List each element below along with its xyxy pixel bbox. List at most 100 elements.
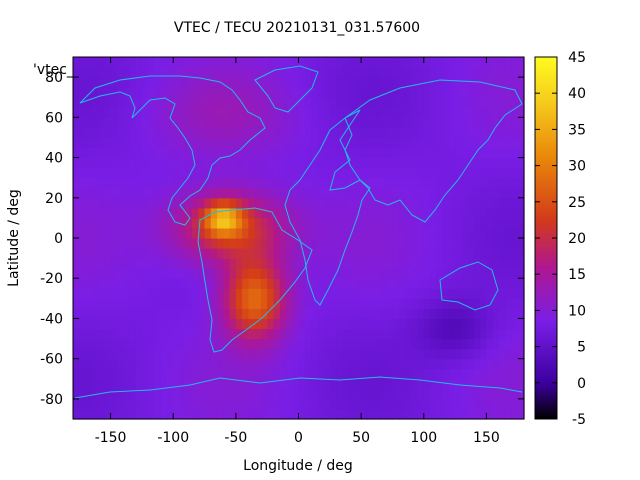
heatmap-cell	[98, 197, 105, 209]
heatmap-cell	[411, 57, 419, 68]
heatmap-cell	[417, 187, 425, 199]
heatmap-cell	[123, 278, 130, 289]
heatmap-cell	[123, 77, 130, 88]
heatmap-cell	[486, 378, 494, 390]
heatmap-cell	[461, 408, 469, 420]
heatmap-cell	[279, 398, 287, 410]
heatmap-cell	[455, 268, 462, 279]
heatmap-cell	[229, 217, 237, 229]
heatmap-cell	[317, 368, 325, 380]
heatmap-cell	[154, 177, 162, 189]
heatmap-cell	[298, 107, 306, 118]
heatmap-cell	[411, 147, 419, 159]
heatmap-cell	[517, 308, 525, 320]
heatmap-cell	[204, 107, 212, 118]
heatmap-cell	[185, 187, 193, 199]
heatmap-cell	[235, 328, 243, 340]
heatmap-cell	[455, 217, 462, 229]
chart-title: VTEC / TECU 20210131_031.57600	[174, 20, 420, 36]
heatmap-cell	[517, 217, 525, 229]
heatmap-cell	[480, 127, 488, 139]
heatmap-cell	[154, 398, 162, 410]
heatmap-cell	[267, 167, 275, 179]
heatmap-cell	[498, 87, 506, 98]
heatmap-cell	[123, 117, 130, 128]
heatmap-cell	[85, 238, 93, 249]
heatmap-cell	[98, 217, 105, 229]
heatmap-cell	[486, 238, 494, 249]
heatmap-cell	[505, 147, 513, 159]
heatmap-cell	[229, 127, 237, 139]
heatmap-cell	[423, 127, 431, 139]
heatmap-cell	[342, 238, 350, 249]
heatmap-cell	[373, 408, 381, 420]
heatmap-cell	[461, 87, 469, 98]
heatmap-cell	[442, 388, 450, 400]
heatmap-cell	[204, 137, 212, 149]
heatmap-cell	[148, 67, 156, 78]
heatmap-cell	[511, 77, 519, 88]
heatmap-cell	[511, 358, 519, 370]
heatmap-cell	[204, 87, 212, 98]
heatmap-cell	[279, 57, 287, 68]
heatmap-cell	[311, 187, 318, 199]
heatmap-cell	[235, 57, 243, 68]
heatmap-cell	[273, 348, 281, 360]
heatmap-cell	[123, 358, 130, 370]
heatmap-cell	[79, 127, 87, 139]
heatmap-cell	[373, 258, 381, 269]
heatmap-cell	[448, 77, 456, 88]
heatmap-cell	[317, 268, 325, 279]
heatmap-cell	[367, 318, 375, 330]
heatmap-cell	[436, 278, 444, 289]
heatmap-cell	[273, 288, 281, 299]
heatmap-cell	[254, 177, 262, 189]
heatmap-cell	[285, 238, 293, 249]
heatmap-cell	[342, 97, 350, 108]
heatmap-cell	[511, 288, 519, 299]
heatmap-cell	[285, 298, 293, 309]
heatmap-cell	[73, 388, 80, 400]
heatmap-cell	[411, 97, 419, 108]
heatmap-cell	[229, 278, 237, 289]
heatmap-cell	[404, 137, 412, 149]
heatmap-cell	[179, 338, 187, 350]
coast-europe-africa	[284, 109, 371, 306]
heatmap-cell	[85, 358, 93, 370]
heatmap-cell	[379, 177, 387, 189]
heatmap-cell	[492, 207, 500, 219]
heatmap-cell	[79, 177, 87, 189]
heatmap-cell	[273, 308, 281, 320]
heatmap-cell	[411, 408, 419, 420]
heatmap-cell	[430, 388, 437, 400]
heatmap-cell	[248, 197, 256, 209]
heatmap-cell	[448, 187, 456, 199]
heatmap-cell	[229, 197, 237, 209]
heatmap-cell	[480, 248, 488, 259]
heatmap-cell	[379, 348, 387, 360]
heatmap-cell	[154, 258, 162, 269]
heatmap-cell	[204, 207, 212, 219]
heatmap-cell	[304, 67, 312, 78]
heatmap-cell	[173, 187, 181, 199]
heatmap-cell	[323, 107, 331, 118]
heatmap-cell	[404, 147, 412, 159]
heatmap-cell	[73, 197, 80, 209]
heatmap-cell	[285, 167, 293, 179]
heatmap-cell	[185, 408, 193, 420]
heatmap-cell	[311, 117, 318, 128]
heatmap-cell	[179, 408, 187, 420]
heatmap-cell	[179, 388, 187, 400]
heatmap-cell	[98, 238, 105, 249]
heatmap-cell	[91, 57, 99, 68]
heatmap-cell	[229, 358, 237, 370]
heatmap-cell	[448, 127, 456, 139]
heatmap-cell	[217, 278, 224, 289]
heatmap-cell	[442, 308, 450, 320]
heatmap-cell	[398, 378, 406, 390]
heatmap-cell	[486, 408, 494, 420]
heatmap-cell	[473, 338, 481, 350]
y-tick-label: 0	[54, 231, 63, 247]
heatmap-cell	[141, 207, 149, 219]
